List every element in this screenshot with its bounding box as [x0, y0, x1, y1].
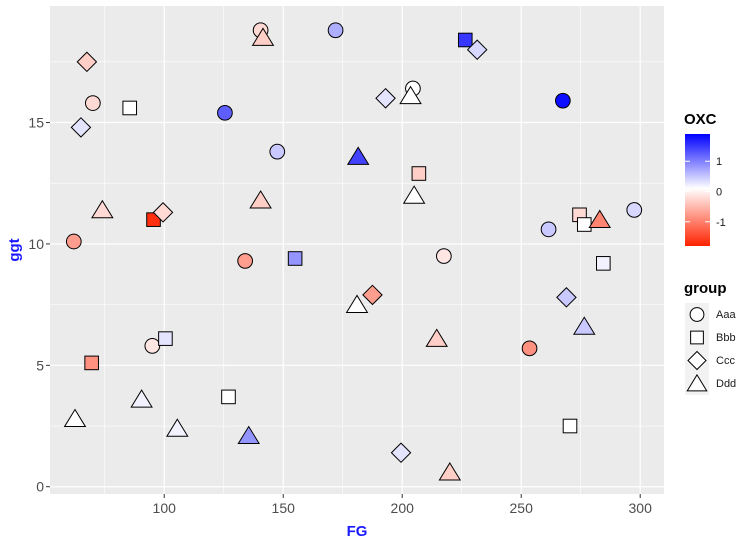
legend-label-ddd: Ddd	[716, 378, 736, 390]
x-tick-label: 250	[510, 500, 534, 516]
data-point-bbb	[596, 256, 611, 271]
legend-key-circle	[689, 307, 705, 322]
data-point-ddd	[425, 328, 449, 347]
x-tick-label: 200	[391, 500, 415, 516]
data-point-ccc	[76, 51, 98, 73]
color-tick-label: -1	[716, 217, 726, 229]
data-points	[63, 22, 643, 481]
data-point-ddd	[166, 418, 189, 437]
data-point-bbb	[122, 100, 138, 116]
data-point-aaa	[436, 248, 452, 264]
color-legend-ticks: 1 0 -1	[685, 156, 726, 229]
data-point-bbb	[457, 32, 473, 48]
color-tick-label: 1	[716, 156, 722, 168]
data-point-aaa	[554, 92, 571, 109]
data-point-bbb	[84, 355, 99, 371]
data-point-bbb	[158, 331, 173, 346]
data-point-ddd	[237, 425, 261, 445]
data-point-ccc	[375, 87, 396, 109]
legend-label-ccc: Ccc	[716, 355, 735, 367]
data-point-ddd	[63, 408, 87, 428]
data-point-ddd	[402, 185, 426, 204]
data-point-bbb	[221, 389, 236, 405]
legend-key-triangle	[686, 373, 708, 392]
y-tick-label: 10	[28, 236, 44, 252]
data-point-ccc	[152, 202, 174, 223]
y-axis-ticks: 0 5 10 15	[28, 115, 50, 495]
legend-key-square	[690, 330, 704, 345]
y-tick-label: 5	[36, 357, 44, 373]
x-tick-label: 150	[272, 500, 296, 516]
y-axis-title: ggt	[6, 238, 23, 261]
data-point-ddd	[91, 199, 114, 219]
data-point-aaa	[540, 221, 557, 238]
data-point-aaa	[65, 233, 82, 250]
data-point-ccc	[390, 442, 412, 464]
color-legend: OXC 1 0 -1	[684, 111, 726, 246]
data-point-bbb	[562, 418, 578, 434]
data-point-aaa	[626, 202, 643, 218]
data-point-ccc	[362, 284, 383, 306]
x-axis-ticks: 100 150 200 250 300	[153, 494, 653, 516]
data-point-ddd	[588, 209, 612, 228]
shape-legend-items: Aaa Bbb Ccc Ddd	[685, 303, 736, 395]
data-point-ddd	[399, 85, 422, 105]
data-point-aaa	[144, 338, 161, 354]
shape-legend: group Aaa Bbb Ccc Ddd	[684, 280, 736, 395]
data-point-aaa	[327, 22, 344, 39]
data-point-bbb	[287, 251, 303, 266]
data-point-ccc	[556, 287, 577, 308]
data-point-aaa	[521, 340, 538, 357]
major-gridlines	[50, 6, 664, 494]
color-legend-bar	[685, 134, 710, 246]
data-point-aaa	[84, 95, 101, 111]
y-tick-label: 0	[36, 479, 44, 495]
legend-key-diamond	[687, 350, 707, 371]
y-tick-label: 15	[28, 115, 44, 131]
data-point-ddd	[438, 461, 462, 481]
color-tick-label: 0	[716, 187, 722, 199]
legend-label-bbb: Bbb	[716, 332, 736, 344]
data-point-ddd	[249, 190, 272, 209]
data-point-aaa	[269, 143, 286, 160]
data-point-ccc	[466, 39, 488, 61]
data-point-bbb	[411, 166, 427, 181]
data-point-aaa	[217, 104, 233, 121]
data-point-ddd	[130, 389, 153, 408]
minor-gridlines	[50, 6, 664, 494]
data-point-aaa	[237, 253, 254, 269]
x-tick-label: 100	[153, 500, 177, 516]
data-point-ddd	[345, 294, 369, 313]
shape-legend-title: group	[684, 280, 727, 297]
x-tick-label: 300	[629, 500, 653, 516]
color-legend-title: OXC	[684, 111, 717, 128]
data-point-ddd	[346, 146, 370, 165]
x-axis-title: FG	[347, 523, 368, 540]
legend-label-aaa: Aaa	[716, 309, 736, 321]
data-point-ccc	[70, 117, 92, 138]
data-point-ddd	[572, 316, 596, 335]
plot-panel	[50, 6, 664, 494]
data-point-ddd	[251, 27, 275, 46]
data-point-bbb	[576, 217, 592, 232]
